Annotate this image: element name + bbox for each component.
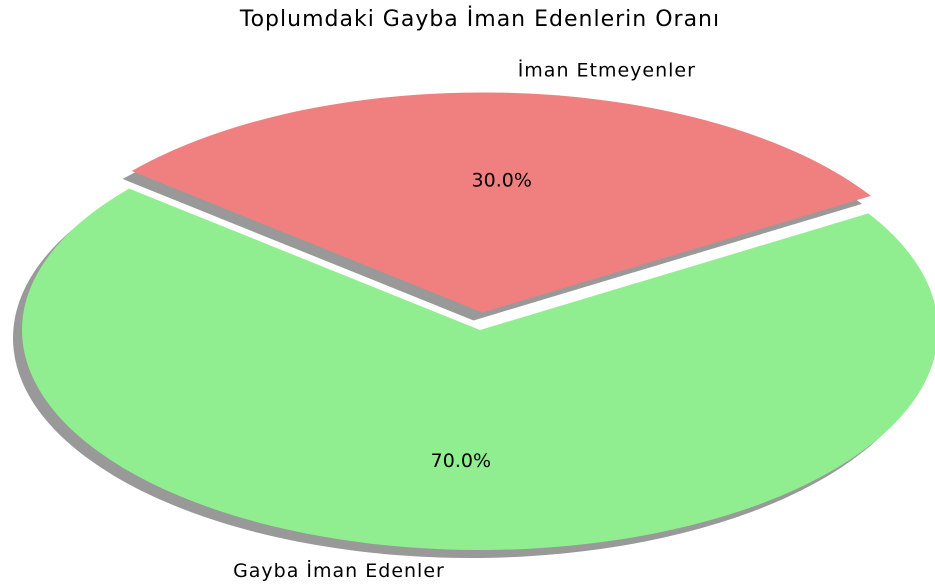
wedge xyxy=(22,188,935,550)
value-label: 30.0% xyxy=(472,169,532,191)
chart-title: Toplumdaki Gayba İman Edenlerin Oranı xyxy=(239,6,720,32)
category-label: Gayba İman Edenler xyxy=(233,559,445,582)
value-label: 70.0% xyxy=(431,450,491,472)
category-label: İman Etmeyenler xyxy=(518,59,696,82)
wedge xyxy=(131,92,871,313)
